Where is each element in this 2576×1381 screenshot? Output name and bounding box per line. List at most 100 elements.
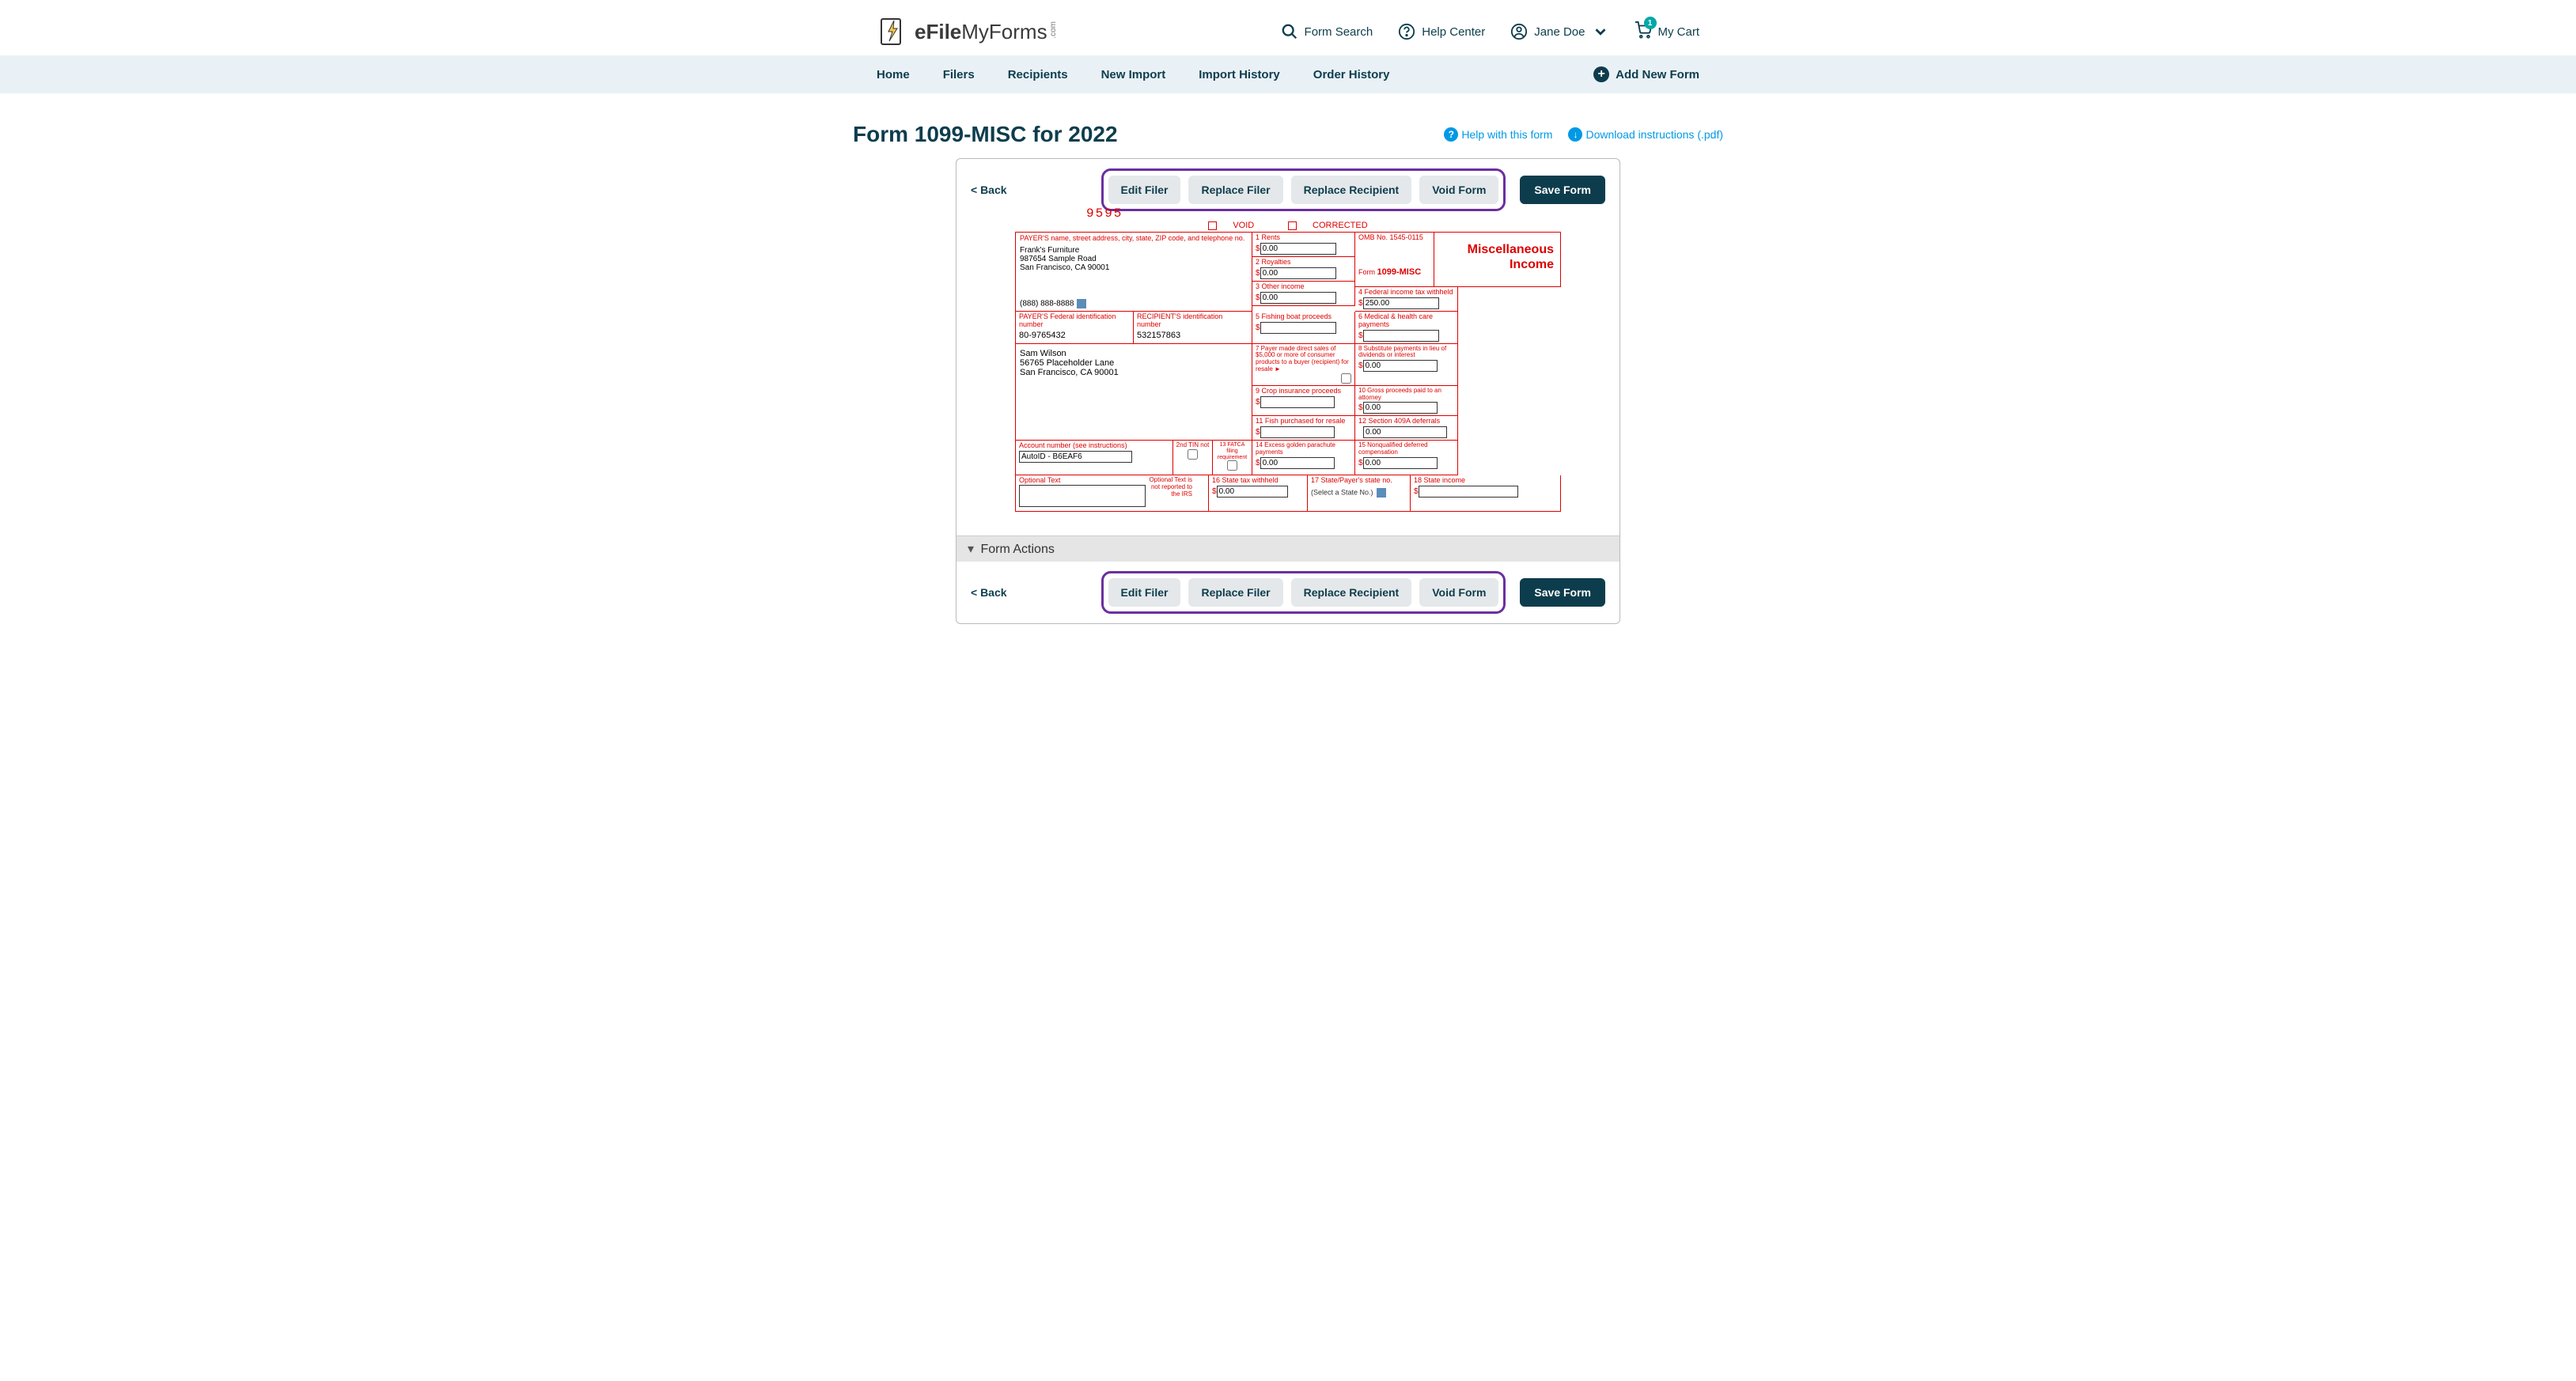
caret-down-icon: ▾ [968,543,974,556]
box7: 7 Payer made direct sales of $5,000 or m… [1252,344,1355,386]
add-new-form-button[interactable]: + Add New Form [1593,66,1699,82]
download-icon: ↓ [1568,127,1582,142]
box10-input[interactable] [1363,402,1438,414]
replace-filer-button[interactable]: Replace Filer [1188,176,1282,204]
box11-label: 11 Fish purchased for resale [1256,418,1351,426]
box11-input[interactable] [1260,426,1335,438]
box16-input[interactable] [1217,486,1288,498]
help-with-form-link[interactable]: ?Help with this form [1444,127,1552,142]
navbar: Home Filers Recipients New Import Import… [0,55,2576,93]
replace-filer-button-bottom[interactable]: Replace Filer [1188,578,1282,607]
box18-input[interactable] [1419,486,1519,498]
box16: 16 State tax withheld $ [1209,475,1308,512]
payer-fid-label: PAYER'S Federal identification number [1019,313,1130,329]
box2-input[interactable] [1260,267,1337,279]
cart-link[interactable]: 1 My Cart [1635,21,1700,42]
box1-input[interactable] [1260,243,1337,255]
box6-label: 6 Medical & health care payments [1358,313,1454,329]
form-actions-header[interactable]: ▾ Form Actions [957,535,1619,562]
optional-text-input[interactable] [1019,485,1146,507]
box8-input[interactable] [1363,360,1438,372]
box14: 14 Excess golden parachute payments $ [1252,441,1355,475]
account-input[interactable] [1019,451,1132,463]
box4-label: 4 Federal income tax withheld [1358,289,1454,297]
optional-text-note: Optional Text is not reported to the IRS [1149,477,1192,509]
corrected-checkbox[interactable] [1288,221,1297,230]
user-menu[interactable]: Jane Doe [1510,23,1608,40]
box6-input[interactable] [1363,330,1440,342]
box9-input[interactable] [1260,396,1335,408]
box7-checkbox[interactable] [1341,373,1351,384]
optional-text-box: Optional Text Optional Text is not repor… [1015,475,1209,512]
download-instructions-link[interactable]: ↓Download instructions (.pdf) [1568,127,1723,142]
header-right: Form Search Help Center Jane Doe 1 My Ca… [1281,21,1699,42]
box5: 5 Fishing boat proceeds $ [1252,312,1355,344]
optional-text-label: Optional Text [1019,477,1146,485]
box15-input[interactable] [1363,457,1438,469]
recip-name: Sam Wilson [1020,349,1248,358]
form-actions-label: Form Actions [980,543,1054,556]
state-select-icon[interactable] [1377,488,1386,498]
box3-input[interactable] [1260,292,1337,304]
recip-street: 56765 Placeholder Lane [1020,358,1248,368]
recip-id-box: RECIPIENT'S identification number 532157… [1134,312,1252,344]
box13-checkbox[interactable] [1227,460,1237,471]
box1: 1 Rents $ [1252,232,1355,257]
box15-label: 15 Nonqualified deferred compensation [1358,442,1454,456]
box2: 2 Royalties $ [1252,257,1355,282]
void-form-button[interactable]: Void Form [1419,176,1498,204]
recip-city: San Francisco, CA 90001 [1020,368,1248,377]
box12-input[interactable] [1363,426,1447,438]
account-box: Account number (see instructions) [1015,441,1173,475]
tin2-checkbox[interactable] [1188,449,1198,460]
box9: 9 Crop insurance proceeds $ [1252,386,1355,417]
logo-icon [877,16,908,47]
void-checkbox[interactable] [1208,221,1217,230]
replace-recipient-button[interactable]: Replace Recipient [1291,176,1412,204]
back-link-bottom[interactable]: < Back [971,586,1007,599]
recipient-box: Sam Wilson 56765 Placeholder Lane San Fr… [1015,344,1252,441]
nav-order-history[interactable]: Order History [1313,68,1390,81]
copy-icon[interactable] [1077,299,1086,308]
box4-input[interactable] [1363,297,1440,309]
user-icon [1510,23,1528,40]
nav-links: Home Filers Recipients New Import Import… [877,68,1389,81]
back-link-top[interactable]: < Back [971,184,1007,196]
box13: 13 FATCA filing requirement [1213,441,1252,475]
box8: 8 Substitute payments in lieu of dividen… [1355,344,1458,386]
box5-label: 5 Fishing boat proceeds [1256,313,1351,321]
box12-label: 12 Section 409A deferrals [1358,418,1454,426]
cart-label: My Cart [1658,25,1700,39]
box11: 11 Fish purchased for resale $ [1252,416,1355,441]
misc-title1: Miscellaneous [1441,242,1554,257]
edit-filer-button-bottom[interactable]: Edit Filer [1108,578,1181,607]
nav-home[interactable]: Home [877,68,910,81]
button-group-top: Edit Filer Replace Filer Replace Recipie… [1101,168,1506,211]
nav-new-import[interactable]: New Import [1101,68,1166,81]
header: eFileMyForms.com Form Search Help Center… [853,0,1723,55]
replace-recipient-button-bottom[interactable]: Replace Recipient [1291,578,1412,607]
form-search-link[interactable]: Form Search [1281,23,1373,40]
recip-id-label: RECIPIENT'S identification number [1137,313,1248,329]
edit-filer-button[interactable]: Edit Filer [1108,176,1181,204]
payer-name: Frank's Furniture [1020,246,1248,255]
box5-input[interactable] [1260,322,1337,334]
download-link-label: Download instructions (.pdf) [1585,128,1723,141]
void-corrected-row: VOID CORRECTED [1015,221,1561,230]
help-center-link[interactable]: Help Center [1398,23,1485,40]
payer-city: San Francisco, CA 90001 [1020,263,1248,272]
box2-label: 2 Royalties [1256,259,1351,267]
save-form-button-top[interactable]: Save Form [1520,176,1605,204]
box17-value[interactable]: (Select a State No.) [1311,489,1373,497]
question-icon: ? [1444,127,1458,142]
logo[interactable]: eFileMyForms.com [877,16,1058,47]
box14-input[interactable] [1260,457,1335,469]
nav-recipients[interactable]: Recipients [1008,68,1068,81]
void-form-button-bottom[interactable]: Void Form [1419,578,1498,607]
nav-import-history[interactable]: Import History [1199,68,1280,81]
save-form-button-bottom[interactable]: Save Form [1520,578,1605,607]
box15: 15 Nonqualified deferred compensation $ [1355,441,1458,475]
cart-badge: 1 [1644,17,1657,29]
tin2-label: 2nd TIN not [1175,442,1210,449]
nav-filers[interactable]: Filers [943,68,975,81]
